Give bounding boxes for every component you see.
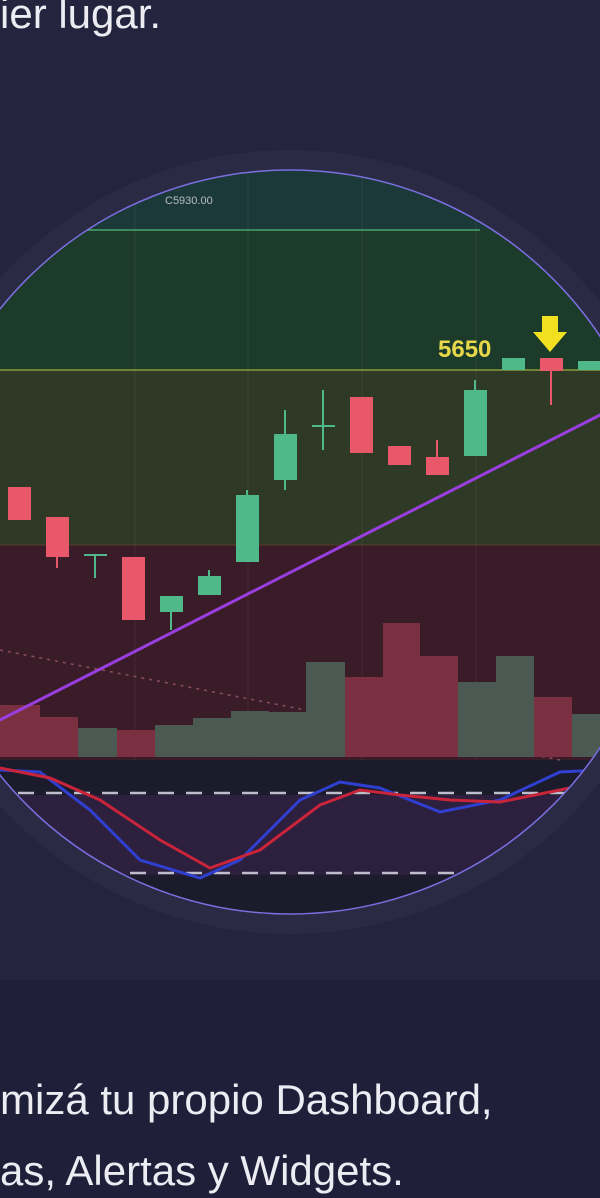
- caption-line: as, Alertas y Widgets.: [0, 1147, 404, 1194]
- header-text: ier lugar.: [0, 0, 161, 37]
- arrow-icon: [533, 316, 567, 352]
- caption-line: mizá tu propio Dashboard,: [0, 1076, 493, 1123]
- chart-illustration: [0, 170, 600, 914]
- lens-border: [0, 169, 600, 915]
- caption-section: [0, 980, 600, 1198]
- price-label: C5930.00: [165, 195, 213, 207]
- level-label: 5650: [438, 336, 491, 363]
